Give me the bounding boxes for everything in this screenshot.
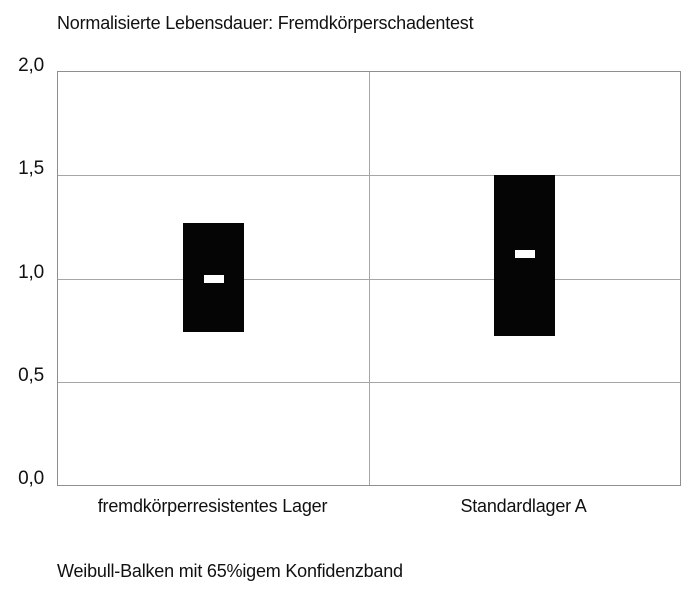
weibull-center-marker [203,274,224,283]
y-tick-label: 2,0 [18,55,44,76]
chart-title: Normalisierte Lebensdauer: Fremdkörpersc… [57,13,474,33]
y-tick-label: 1,5 [18,158,44,180]
y-tick-label: 1,0 [18,261,44,283]
x-category-label: Standardlager A [460,496,587,516]
y-tick-label: 0,0 [18,468,44,489]
y-tick-label: 0,5 [18,364,44,386]
x-category-label: fremdkörperresistentes Lager [97,496,328,516]
y-axis-tick-labels: 2,0 1,5 1,0 0,5 0,0 [0,55,44,489]
x-axis-category-labels: fremdkörperresistentes Lager Standardlage… [57,496,681,524]
category-divider-line [369,72,370,485]
chart-caption: Weibull-Balken mit 65%igem Konfidenzband [57,561,403,581]
plot-area [57,71,681,486]
weibull-center-marker [514,249,535,258]
